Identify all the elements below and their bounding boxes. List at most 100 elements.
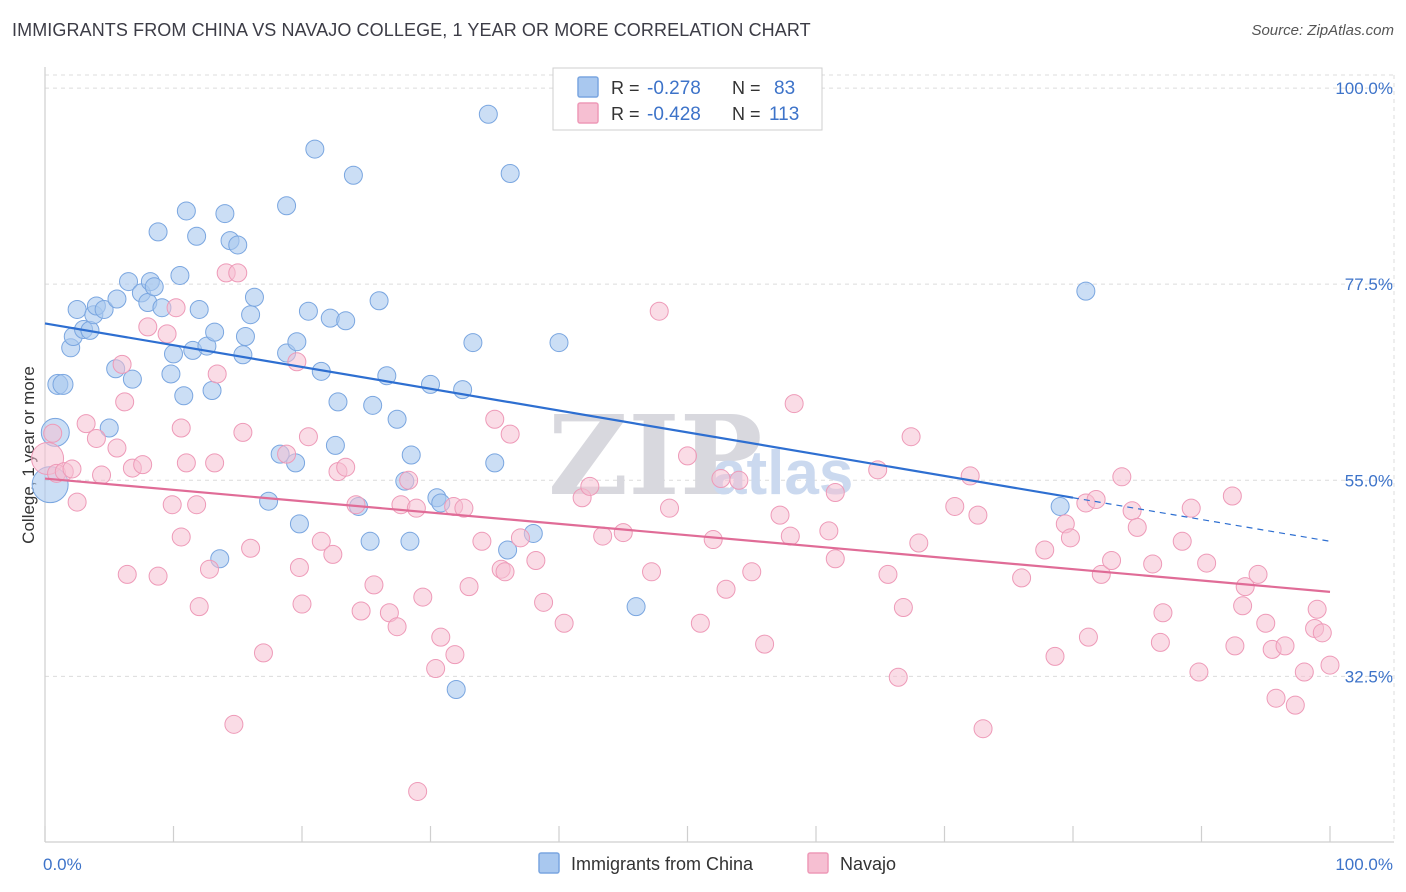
data-point-navajo [1150, 632, 1170, 652]
trend-line-navajo [44, 477, 1331, 593]
data-point-navajo [298, 427, 318, 447]
data-point-navajo [67, 492, 87, 512]
legend-swatch-blue [577, 76, 599, 98]
data-point-immigrants-from-china [119, 272, 139, 292]
data-point-immigrants-from-china [626, 597, 646, 617]
data-point-navajo [289, 557, 309, 577]
data-point-navajo [1320, 655, 1340, 675]
data-point-immigrants-from-china [478, 104, 498, 124]
data-point-navajo [364, 575, 384, 595]
data-point-navajo [660, 498, 680, 518]
chart-title: IMMIGRANTS FROM CHINA VS NAVAJO COLLEGE,… [12, 20, 811, 40]
data-point-navajo [1091, 564, 1111, 584]
data-point-immigrants-from-china [400, 531, 420, 551]
data-point-immigrants-from-china [187, 226, 207, 246]
data-point-navajo [909, 533, 929, 553]
data-point-navajo [1275, 636, 1295, 656]
data-point-navajo [945, 496, 965, 516]
trend-line-immigrants-from-china [44, 322, 1074, 499]
data-point-immigrants-from-china [202, 381, 222, 401]
data-point-navajo [1153, 603, 1173, 623]
data-point-navajo [1294, 662, 1314, 682]
data-point-immigrants-from-china [325, 435, 345, 455]
data-point-navajo [878, 564, 898, 584]
data-point-immigrants-from-china [343, 165, 363, 185]
data-point-immigrants-from-china [328, 392, 348, 412]
data-point-navajo [534, 592, 554, 612]
data-point-immigrants-from-china [500, 163, 520, 183]
data-point-navajo [189, 597, 209, 617]
data-point-navajo [755, 634, 775, 654]
legend-r-value-blue: -0.278 [647, 78, 701, 99]
data-point-navajo [485, 409, 505, 429]
data-point-navajo [642, 562, 662, 582]
data-point-navajo [171, 418, 191, 438]
data-point-navajo [413, 587, 433, 607]
data-point-navajo [199, 559, 219, 579]
data-point-navajo [459, 577, 479, 597]
data-point-navajo [176, 453, 196, 473]
data-point-navajo [187, 495, 207, 515]
data-point-navajo [742, 562, 762, 582]
series-navajo [31, 263, 1340, 801]
data-point-navajo [1197, 553, 1217, 573]
data-point-navajo [115, 392, 135, 412]
data-point-navajo [92, 465, 112, 485]
data-point-navajo [780, 526, 800, 546]
data-point-immigrants-from-china [144, 277, 164, 297]
data-point-navajo [86, 428, 106, 448]
data-point-navajo [445, 645, 465, 665]
data-point-navajo [426, 659, 446, 679]
data-point-navajo [729, 470, 749, 490]
data-point-immigrants-from-china [215, 204, 235, 224]
data-point-navajo [825, 549, 845, 569]
legend-r-label-blue: R = [611, 78, 640, 98]
data-point-navajo [593, 526, 613, 546]
y-tick-label: 55.0% [1345, 471, 1393, 490]
data-point-navajo [133, 455, 153, 475]
data-point-immigrants-from-china [235, 326, 255, 346]
data-point-navajo [968, 505, 988, 525]
data-point-navajo [770, 505, 790, 525]
legend-swatch-pink [577, 102, 599, 124]
legend-label-immigrants-from-china: Immigrants from China [571, 854, 754, 874]
data-point-navajo [472, 531, 492, 551]
trend-line-immigrants-from-china-extension [1072, 497, 1331, 542]
data-point-navajo [336, 457, 356, 477]
data-point-navajo [690, 613, 710, 633]
data-point-immigrants-from-china [244, 287, 264, 307]
data-point-immigrants-from-china [287, 332, 307, 352]
data-point-navajo [399, 470, 419, 490]
data-point-navajo [678, 446, 697, 466]
data-point-navajo [1086, 489, 1106, 509]
data-point-navajo [323, 544, 343, 564]
data-point-navajo [703, 530, 723, 550]
data-point-navajo [117, 564, 137, 584]
legend-n-value-blue: 83 [774, 78, 795, 99]
data-point-immigrants-from-china [99, 418, 119, 438]
data-point-navajo [162, 495, 182, 515]
data-point-immigrants-from-china [360, 531, 380, 551]
data-point-navajo [253, 643, 273, 663]
data-point-navajo [1143, 554, 1163, 574]
data-point-navajo [1012, 568, 1032, 588]
x-tick-label-max: 100.0% [1335, 855, 1393, 874]
data-point-immigrants-from-china [369, 291, 389, 311]
x-tick-label-min: 0.0% [43, 855, 82, 874]
data-point-immigrants-from-china [549, 333, 569, 353]
data-point-navajo [62, 459, 82, 479]
data-point-navajo [387, 617, 407, 637]
y-tick-label: 77.5% [1345, 275, 1393, 294]
data-point-navajo [228, 263, 248, 283]
data-point-immigrants-from-china [52, 373, 74, 395]
data-point-navajo [711, 469, 731, 489]
data-point-navajo [973, 719, 993, 739]
data-point-navajo [277, 444, 297, 464]
data-point-navajo [138, 317, 158, 337]
data-point-navajo [1035, 540, 1055, 560]
data-point-immigrants-from-china [259, 491, 279, 511]
data-point-immigrants-from-china [277, 196, 297, 216]
data-point-immigrants-from-china [298, 301, 318, 321]
data-point-navajo [1222, 486, 1242, 506]
